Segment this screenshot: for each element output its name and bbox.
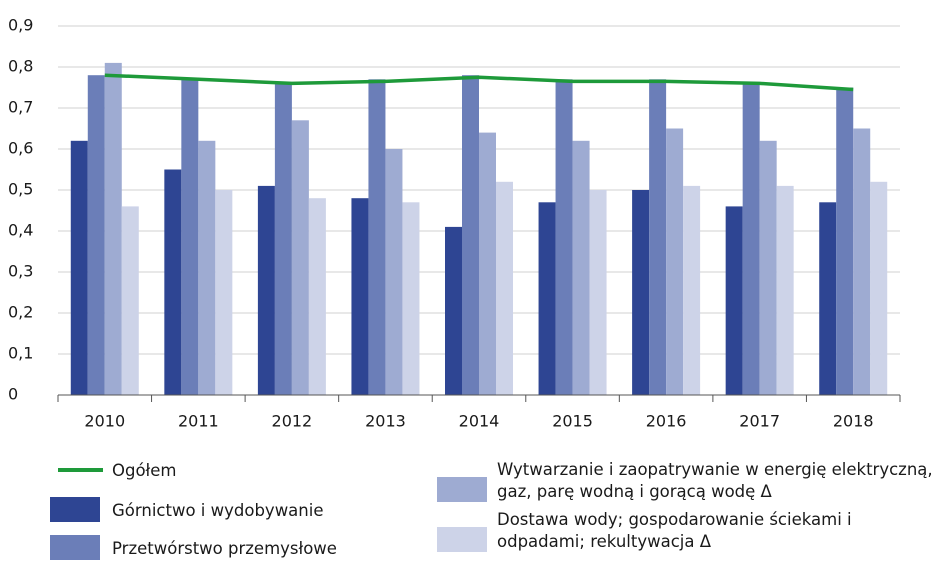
y-tick-label: 0,5 [8,180,33,199]
y-tick-label: 0,3 [8,262,33,281]
bar [87,75,105,395]
y-tick-label: 0 [8,385,18,404]
legend-swatch [50,535,100,560]
bar [853,128,871,395]
bar [445,226,462,395]
y-tick-label: 0,9 [8,16,33,35]
legend-swatch [50,497,100,522]
x-tick-label: 2018 [833,412,874,431]
x-tick-label: 2017 [739,412,780,431]
bar [649,79,667,396]
bar [572,140,590,395]
bar [819,202,837,395]
legend-label: Dostawa wody; gospodarowanie ściekami i … [497,510,852,551]
y-tick-label: 0,1 [8,344,33,363]
bar [351,198,369,395]
bar [479,132,496,395]
bar [308,198,326,395]
legend-label: Wytwarzanie i zaopatrywanie w energię el… [497,460,933,501]
bar [198,140,216,395]
x-tick-label: 2010 [84,412,125,431]
bar [104,62,122,396]
bar [70,140,88,395]
bar [368,79,386,396]
x-tick-label: 2013 [365,412,406,431]
y-tick-label: 0,2 [8,303,33,322]
bar [589,190,607,395]
x-tick-label: 2015 [552,412,593,431]
y-tick-label: 0,4 [8,221,33,240]
legend-swatch [437,527,487,552]
bar [725,206,743,395]
bar [496,181,513,395]
x-tick-label: 2016 [646,412,687,431]
legend-label: Przetwórstwo przemysłowe [112,539,337,558]
y-tick-label: 0,8 [8,57,33,76]
bar [632,190,650,395]
bar [385,149,403,395]
bar [121,206,139,395]
bar [538,202,556,395]
legend-swatch [58,468,103,472]
bar [759,140,777,395]
y-tick-label: 0,7 [8,98,33,117]
x-tick-label: 2011 [178,412,219,431]
bar [836,87,854,395]
bar [402,202,420,395]
bar [683,185,701,395]
line [104,73,854,92]
bar [870,181,888,395]
bar [274,83,292,396]
bar [257,185,275,395]
bar [164,169,182,395]
bar [666,128,684,395]
legend-swatch [437,477,487,502]
x-tick-label: 2014 [459,412,500,431]
chart: 0 0,1 0,2 0,3 0,4 0,5 0,6 0,7 0,8 0,9 2010 2011 2012… [8,16,901,431]
bar [181,79,199,396]
bar [291,120,309,396]
x-tick-label: 2012 [272,412,313,431]
bar [742,83,760,396]
bar [555,79,573,396]
legend-label: Górnictwo i wydobywanie [112,501,324,520]
legend-label: Ogółem [112,461,177,480]
bar [462,75,479,395]
bar [776,185,794,395]
y-tick-label: 0,6 [8,139,33,158]
bar [215,190,233,395]
